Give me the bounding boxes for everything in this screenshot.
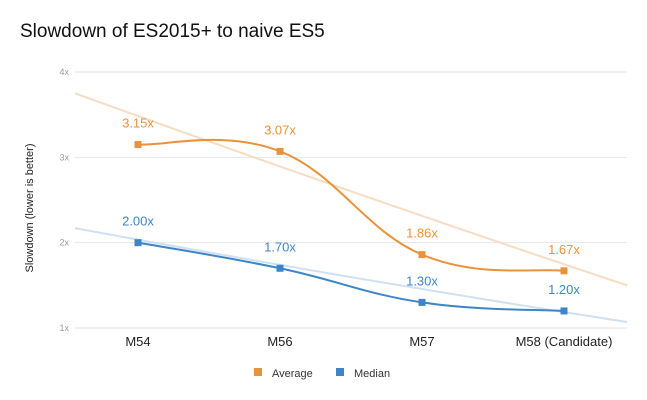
y-tick-label: 2x <box>59 238 69 248</box>
median-data-label: 1.70x <box>264 239 296 254</box>
gridlines <box>75 71 627 329</box>
x-tick-label: M54 <box>125 334 150 349</box>
data-labels: 3.15x 3.07x 1.86x 1.67x 2.00x 1.70x 1.30x 1.20x <box>122 116 580 297</box>
median-legend-swatch[interactable] <box>336 368 344 376</box>
average-data-label: 1.67x <box>548 242 580 257</box>
median-point[interactable] <box>418 298 426 306</box>
median-series-line <box>137 241 565 312</box>
median-data-label: 1.20x <box>548 282 580 297</box>
average-series-line <box>137 138 565 272</box>
y-axis-ticks: 1x 2x 3x 4x <box>59 67 69 333</box>
average-point[interactable] <box>560 267 568 275</box>
x-axis-ticks: M54 M56 M57 M58 (Candidate) <box>125 334 612 349</box>
average-point[interactable] <box>276 147 284 155</box>
x-tick-label: M57 <box>409 334 434 349</box>
median-legend-label[interactable]: Median <box>354 368 390 380</box>
median-point[interactable] <box>276 264 284 272</box>
average-legend-label[interactable]: Average <box>272 368 313 380</box>
y-tick-label: 1x <box>59 323 69 333</box>
average-data-label: 3.15x <box>122 116 154 131</box>
median-data-label: 1.30x <box>406 273 438 288</box>
average-trendline <box>74 92 628 287</box>
average-legend-swatch[interactable] <box>254 368 262 376</box>
y-tick-label: 3x <box>59 152 69 162</box>
median-point[interactable] <box>560 307 568 315</box>
median-data-label: 2.00x <box>122 214 154 229</box>
legend[interactable]: Average Median <box>254 368 390 380</box>
average-data-label: 3.07x <box>264 122 296 137</box>
average-point[interactable] <box>134 141 142 149</box>
y-axis-label: Slowdown (lower is better) <box>24 144 36 273</box>
median-point[interactable] <box>134 239 142 247</box>
data-points <box>134 141 568 315</box>
average-point[interactable] <box>418 251 426 259</box>
average-data-label: 1.86x <box>406 226 438 241</box>
y-tick-label: 4x <box>59 67 69 77</box>
trendlines <box>74 92 628 324</box>
series-lines <box>137 138 565 312</box>
x-tick-label: M56 <box>267 334 292 349</box>
x-tick-label: M58 (Candidate) <box>516 334 613 349</box>
chart-title: Slowdown of ES2015+ to naive ES5 <box>20 21 325 42</box>
